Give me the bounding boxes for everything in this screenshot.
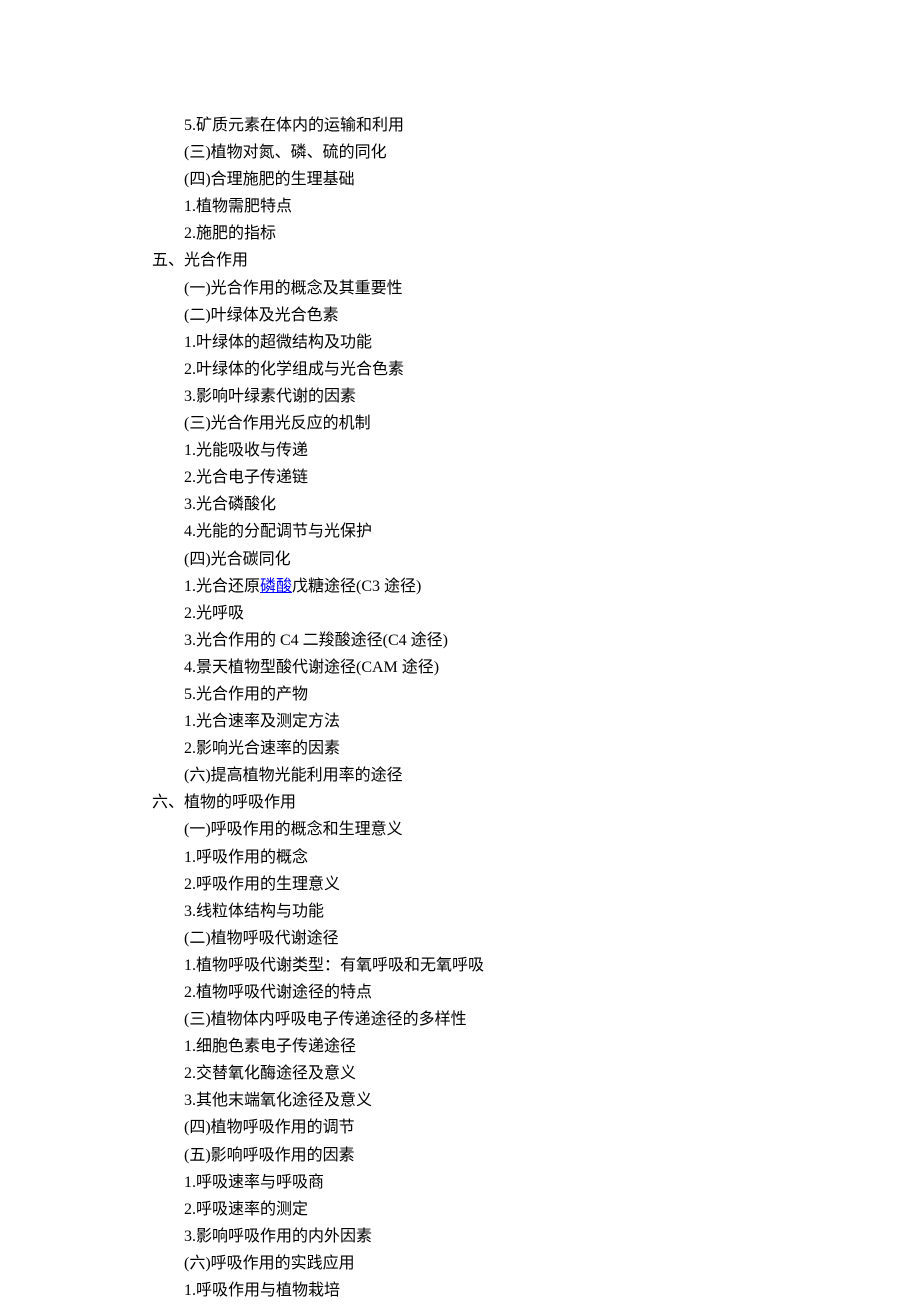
outline-line: 1.呼吸作用与植物栽培 xyxy=(184,1277,920,1304)
outline-line: 1.呼吸速率与呼吸商 xyxy=(184,1169,920,1196)
outline-line: 3.其他末端氧化途径及意义 xyxy=(184,1087,920,1114)
outline-line: 3.影响叶绿素代谢的因素 xyxy=(184,383,920,410)
outline-line: (六)呼吸作用的实践应用 xyxy=(184,1250,920,1277)
outline-line: 1.细胞色素电子传递途径 xyxy=(184,1033,920,1060)
outline-line: 2.交替氧化酶途径及意义 xyxy=(184,1060,920,1087)
outline-line: 2.呼吸作用的生理意义 xyxy=(184,871,920,898)
document-page: 5.矿质元素在体内的运输和利用(三)植物对氮、磷、硫的同化(四)合理施肥的生理基… xyxy=(0,0,920,1304)
text-segment: 1.光合还原 xyxy=(184,578,260,595)
outline-line: 4.光能的分配调节与光保护 xyxy=(184,518,920,545)
outline-line: 1.植物需肥特点 xyxy=(184,193,920,220)
outline-line: 2.光呼吸 xyxy=(184,600,920,627)
outline-line: 1.呼吸作用的概念 xyxy=(184,844,920,871)
outline-line: 1.光合速率及测定方法 xyxy=(184,708,920,735)
outline-line: 2.光合电子传递链 xyxy=(184,464,920,491)
outline-line: 3.影响呼吸作用的内外因素 xyxy=(184,1223,920,1250)
outline-line: 2.施肥的指标 xyxy=(184,220,920,247)
outline-line: 1.光合还原磷酸戊糖途径(C3 途径) xyxy=(184,573,920,600)
outline-line: (二)叶绿体及光合色素 xyxy=(184,302,920,329)
outline-line: 2.植物呼吸代谢途径的特点 xyxy=(184,979,920,1006)
outline-line: 1.植物呼吸代谢类型：有氧呼吸和无氧呼吸 xyxy=(184,952,920,979)
outline-line: 2.影响光合速率的因素 xyxy=(184,735,920,762)
outline-line: (五)影响呼吸作用的因素 xyxy=(184,1142,920,1169)
outline-line: 五、光合作用 xyxy=(152,247,920,274)
outline-line: 2.呼吸速率的测定 xyxy=(184,1196,920,1223)
outline-line: (一)呼吸作用的概念和生理意义 xyxy=(184,816,920,843)
outline-line: 5.矿质元素在体内的运输和利用 xyxy=(184,112,920,139)
outline-line: 3.线粒体结构与功能 xyxy=(184,898,920,925)
outline-line: 六、植物的呼吸作用 xyxy=(152,789,920,816)
outline-line: (三)光合作用光反应的机制 xyxy=(184,410,920,437)
outline-line: 4.景天植物型酸代谢途径(CAM 途径) xyxy=(184,654,920,681)
outline-line: (一)光合作用的概念及其重要性 xyxy=(184,275,920,302)
outline-line: (四)合理施肥的生理基础 xyxy=(184,166,920,193)
outline-line: (六)提高植物光能利用率的途径 xyxy=(184,762,920,789)
outline-line: (四)光合碳同化 xyxy=(184,546,920,573)
outline-line: (二)植物呼吸代谢途径 xyxy=(184,925,920,952)
hyperlink[interactable]: 磷酸 xyxy=(260,578,292,595)
outline-line: 2.叶绿体的化学组成与光合色素 xyxy=(184,356,920,383)
outline-line: 1.叶绿体的超微结构及功能 xyxy=(184,329,920,356)
text-segment: 戊糖途径(C3 途径) xyxy=(292,578,421,595)
outline-line: 3.光合作用的 C4 二羧酸途径(C4 途径) xyxy=(184,627,920,654)
outline-line: (四)植物呼吸作用的调节 xyxy=(184,1114,920,1141)
outline-line: (三)植物对氮、磷、硫的同化 xyxy=(184,139,920,166)
outline-line: 1.光能吸收与传递 xyxy=(184,437,920,464)
outline-line: (三)植物体内呼吸电子传递途径的多样性 xyxy=(184,1006,920,1033)
outline-line: 3.光合磷酸化 xyxy=(184,491,920,518)
outline-line: 5.光合作用的产物 xyxy=(184,681,920,708)
